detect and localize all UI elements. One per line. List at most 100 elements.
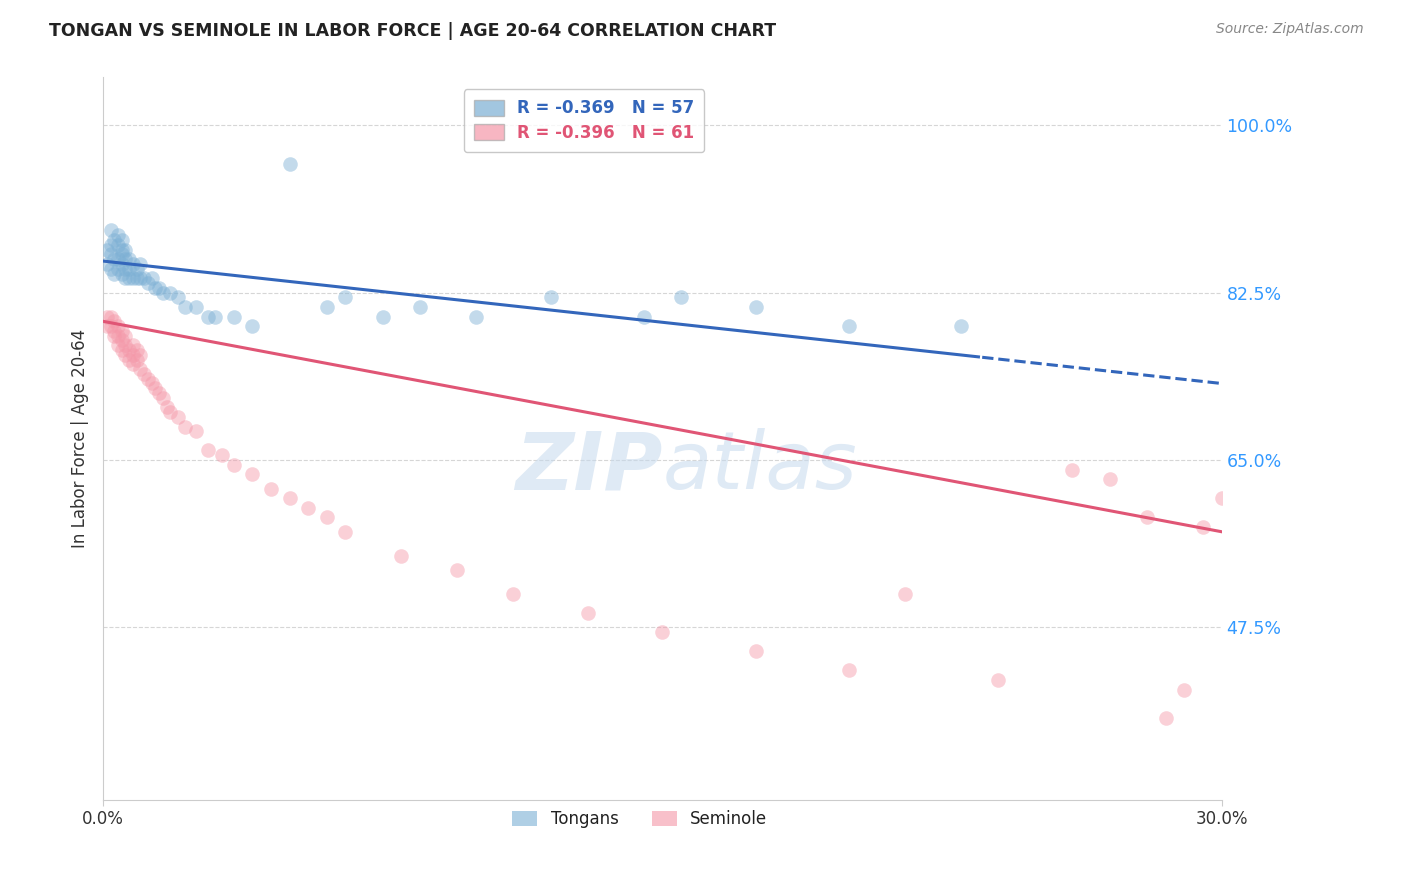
Point [1173,682,1195,697]
Point [371,310,394,324]
Point [96,310,118,324]
Point [197,310,219,324]
Point [134,271,156,285]
Point [148,386,170,401]
Text: atlas: atlas [662,428,858,507]
Point [315,510,337,524]
Point [111,334,134,348]
Point [744,644,766,658]
Point [159,405,181,419]
Point [148,281,170,295]
Point [100,223,122,237]
Point [838,319,860,334]
Point [166,409,188,424]
Point [107,328,129,343]
Point [103,328,125,343]
Point [335,524,357,539]
Point [197,443,219,458]
Point [186,425,208,439]
Point [1062,462,1084,476]
Point [1154,711,1177,725]
Point [669,290,692,304]
Point [186,300,208,314]
Point [122,338,145,352]
Point [100,310,122,324]
Point [107,319,129,334]
Point [540,290,562,304]
Text: ZIP: ZIP [515,428,662,507]
Point [297,500,319,515]
Point [141,271,163,285]
Point [174,419,197,434]
Y-axis label: In Labor Force | Age 20-64: In Labor Force | Age 20-64 [72,329,89,548]
Point [114,243,136,257]
Point [122,357,145,371]
Point [152,391,174,405]
Point [143,281,166,295]
Point [103,314,125,328]
Point [987,673,1010,687]
Point [315,300,337,314]
Point [107,338,129,352]
Point [152,285,174,300]
Point [174,300,197,314]
Point [107,261,129,276]
Point [100,237,122,252]
Point [1136,510,1159,524]
Point [100,247,122,261]
Text: Source: ZipAtlas.com: Source: ZipAtlas.com [1216,22,1364,37]
Point [114,348,136,362]
Point [335,290,357,304]
Point [96,243,118,257]
Point [125,271,148,285]
Point [107,252,129,267]
Point [1211,491,1233,506]
Point [114,261,136,276]
Point [114,252,136,267]
Point [278,491,301,506]
Point [240,467,263,482]
Point [141,376,163,391]
Point [125,352,148,367]
Point [949,319,972,334]
Point [389,549,412,563]
Point [576,606,599,620]
Point [143,381,166,395]
Point [111,324,134,338]
Point [409,300,432,314]
Point [651,625,673,640]
Point [103,324,125,338]
Point [111,233,134,247]
Point [159,285,181,300]
Point [111,247,134,261]
Point [111,243,134,257]
Point [129,362,152,376]
Point [125,343,148,357]
Point [260,482,283,496]
Point [114,338,136,352]
Point [103,267,125,281]
Point [278,156,301,170]
Point [122,271,145,285]
Point [111,267,134,281]
Point [136,276,159,290]
Point [118,343,141,357]
Point [240,319,263,334]
Point [838,664,860,678]
Point [744,300,766,314]
Legend: Tongans, Seminole: Tongans, Seminole [506,803,775,835]
Point [122,257,145,271]
Point [118,352,141,367]
Point [129,257,152,271]
Point [100,261,122,276]
Point [166,290,188,304]
Point [136,372,159,386]
Point [96,257,118,271]
Point [204,310,226,324]
Point [1098,472,1121,486]
Point [155,401,177,415]
Point [211,448,233,462]
Point [114,271,136,285]
Point [100,319,122,334]
Point [1192,520,1215,534]
